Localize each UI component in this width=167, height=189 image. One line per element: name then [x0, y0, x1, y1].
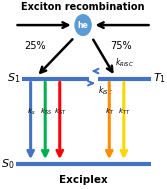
Text: $k_T$: $k_T$: [105, 107, 115, 117]
Text: Exciton recombination: Exciton recombination: [21, 2, 145, 12]
Text: $k_s$: $k_s$: [27, 107, 36, 117]
Text: $k_{ST}$: $k_{ST}$: [54, 107, 67, 117]
Text: $k_{ISC}$: $k_{ISC}$: [98, 84, 113, 97]
Text: $S_1$: $S_1$: [7, 72, 20, 85]
Text: 75%: 75%: [110, 41, 132, 51]
Text: $k_{RISC}$: $k_{RISC}$: [115, 57, 134, 69]
Text: he: he: [78, 21, 89, 30]
Text: $k_{SS}$: $k_{SS}$: [40, 107, 52, 117]
Text: $k_{TT}$: $k_{TT}$: [118, 107, 131, 117]
Text: Exciplex: Exciplex: [59, 175, 107, 184]
Circle shape: [75, 15, 91, 35]
Text: 25%: 25%: [24, 41, 46, 51]
Text: $S_0$: $S_0$: [1, 157, 15, 171]
Text: $T_1$: $T_1$: [153, 72, 166, 85]
